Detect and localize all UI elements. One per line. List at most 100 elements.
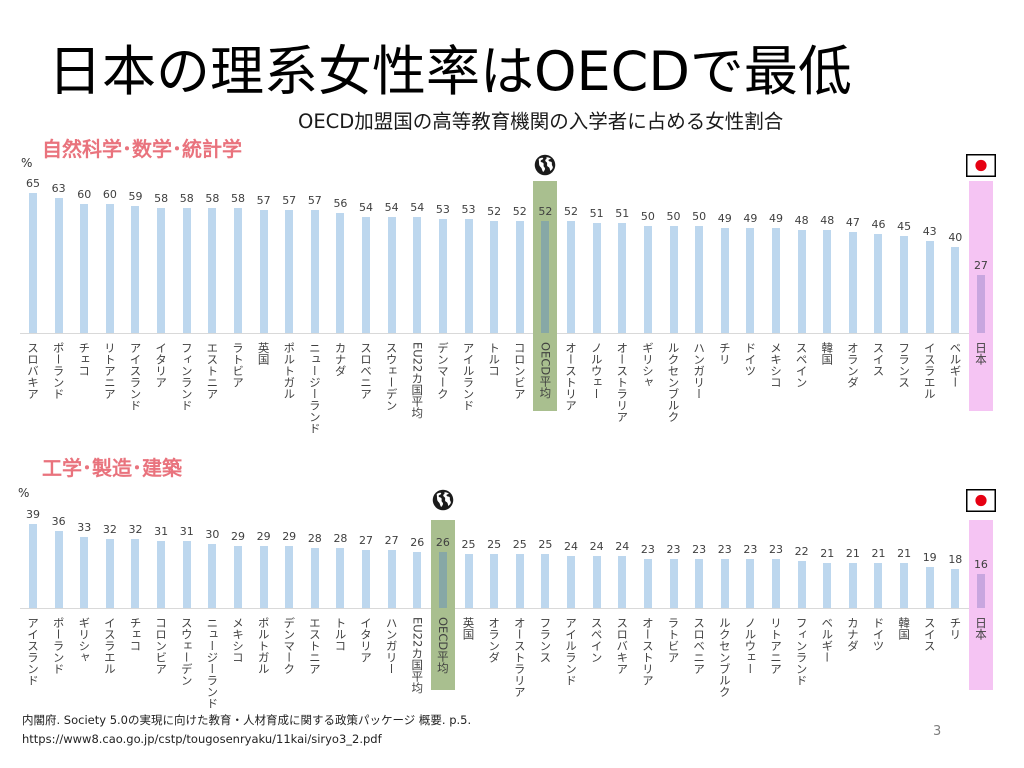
bar-value-label: 23 [640,542,655,556]
bar [208,208,217,333]
category-label: ニュージーランド [307,342,322,434]
bar-value-label: 24 [564,540,579,554]
x-axis-line [20,333,992,334]
bar-value-label: 32 [102,523,117,537]
bar [541,221,550,333]
bar [848,562,857,608]
bar-value-label: 21 [871,546,886,560]
bar [131,539,140,608]
bar-value-label: 26 [410,536,425,550]
category-label: ポルトガル [282,342,297,400]
bar [720,558,729,608]
globe-icon [432,489,454,511]
bar [900,236,909,333]
category-label: イタリア [154,342,169,388]
category-label: スイス [871,342,886,377]
bar-value-label: 54 [359,200,374,214]
bar [900,562,909,608]
bar [976,573,985,608]
bar-value-label: 51 [589,207,604,221]
bar-value-label: 50 [666,209,681,223]
category-label: 英国 [461,617,476,640]
bar [80,204,89,333]
category-label: ベルギー [948,342,963,388]
category-label: デンマーク [435,342,450,400]
globe-icon [534,154,556,176]
category-label: フィンランド [179,342,194,411]
category-label: スペイン [589,617,604,663]
bar-value-label: 29 [230,529,245,543]
bar-value-label: 50 [640,209,655,223]
bar-value-label: 27 [359,533,374,547]
bar [771,227,780,333]
natural-science-section-title: 自然科学･数学･統計学 [42,137,242,161]
bar [643,558,652,608]
bar-value-label: 56 [333,196,348,210]
bar-value-label: 31 [179,525,194,539]
bar-value-label: 57 [282,194,297,208]
bar-value-label: 24 [589,540,604,554]
bar-value-label: 31 [154,525,169,539]
bar-value-label: 52 [487,205,502,219]
bar [157,208,166,333]
bar-value-label: 40 [948,231,963,244]
category-label: ルクセンブルク [717,617,732,698]
category-label: 韓国 [820,342,835,365]
bar-value-label: 29 [256,529,271,543]
bar [592,556,601,608]
bar-value-label: 45 [897,220,912,234]
bar [131,206,140,333]
x-axis-line [20,608,993,609]
japan-flag-icon [965,488,996,512]
bar [746,227,755,333]
category-label: エストニア [307,617,322,675]
category-label: イスラエル [922,342,937,400]
bar-value-label: 29 [282,529,297,543]
category-label: オーストリア [564,342,579,411]
bar [105,204,114,333]
bar-value-label: 57 [307,194,322,208]
category-label: オーストラリア [615,342,630,423]
bar-value-label: 28 [307,531,322,545]
bar-value-label: 59 [128,190,143,204]
bar-value-label: 58 [230,192,245,206]
bar [310,547,319,608]
category-label: 英国 [256,342,271,365]
bar-value-label: 19 [922,551,937,565]
bar-value-label: 36 [51,514,66,528]
bar [720,227,729,333]
bar [182,541,191,608]
bar [490,221,499,333]
category-label: ドイツ [743,342,758,377]
bar [515,221,524,333]
bar-value-label: 27 [973,258,988,272]
bar [413,552,422,608]
category-label: EU22カ国平均 [410,342,425,419]
category-label: スロベニア [692,617,707,675]
bar-value-label: 52 [564,205,579,219]
bar-value-label: 57 [256,194,271,208]
bar [567,221,576,333]
category-label: イタリア [359,617,374,663]
category-label: メキシコ [230,617,245,663]
category-label: EU22カ国平均 [410,617,425,694]
category-label: アイルランド [564,617,579,686]
bar-value-label: 53 [461,203,476,217]
category-label: カナダ [845,617,860,652]
bar [823,229,832,333]
category-label: オランダ [487,617,502,663]
category-label: ベルギー [820,617,835,663]
bar [618,556,627,608]
bar-value-label: 23 [666,542,681,556]
category-label: ギリシャ [640,342,655,388]
category-label: フランス [538,617,553,663]
category-label: ドイツ [871,617,886,652]
bar-value-label: 49 [743,211,758,225]
bar-value-label: 28 [333,531,348,545]
bar-value-label: 52 [538,205,553,219]
category-label: オーストラリア [512,617,527,698]
category-label: スウェーデン [384,342,399,411]
bar-value-label: 25 [487,538,502,552]
category-label: トルコ [487,342,502,377]
